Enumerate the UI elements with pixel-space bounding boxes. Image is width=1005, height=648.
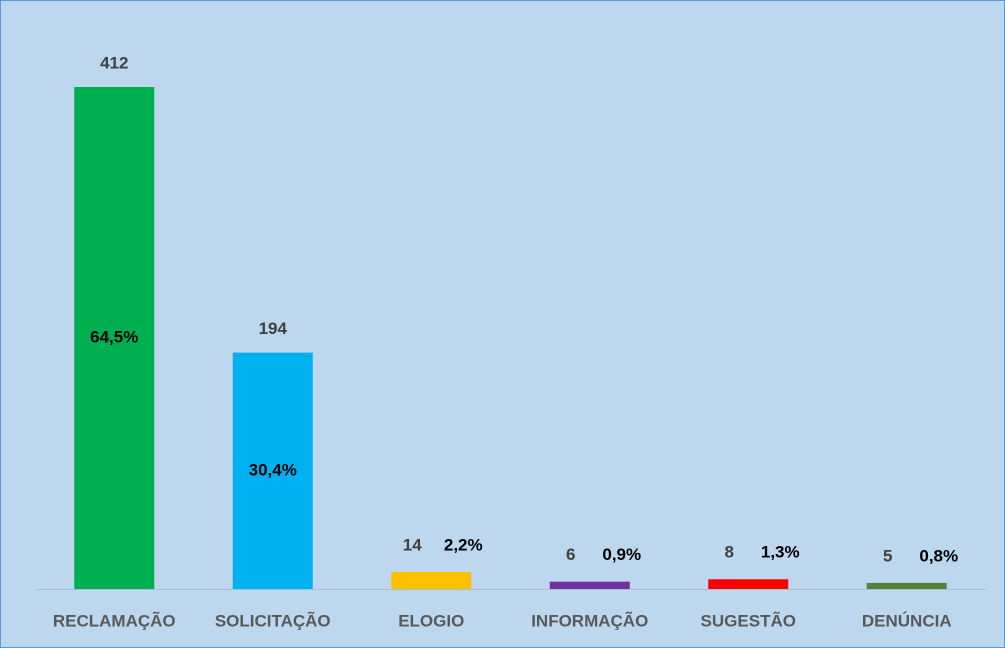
value-label: 14 xyxy=(403,535,422,554)
share-label: 0,8% xyxy=(919,546,958,565)
x-tick-label: RECLAMAÇÃO xyxy=(53,610,176,630)
bar xyxy=(549,581,630,589)
value-label: 8 xyxy=(725,543,734,562)
value-label: 5 xyxy=(883,546,892,565)
x-tick-label: SUGESTÃO xyxy=(701,610,796,630)
x-tick-label: ELOGIO xyxy=(398,611,464,630)
share-label: 1,3% xyxy=(761,543,800,562)
bar xyxy=(866,582,947,589)
x-tick-label: INFORMAÇÃO xyxy=(531,610,648,630)
share-label: 0,9% xyxy=(602,545,641,564)
bar xyxy=(708,579,789,589)
bar xyxy=(232,352,313,589)
value-label: 412 xyxy=(100,53,128,72)
share-label: 64,5% xyxy=(90,327,138,346)
share-label: 30,4% xyxy=(249,460,297,479)
share-label: 2,2% xyxy=(444,535,483,554)
x-tick-label: DENÚNCIA xyxy=(862,611,952,630)
bar xyxy=(74,87,155,589)
value-label: 6 xyxy=(566,545,575,564)
bar xyxy=(391,571,472,589)
value-label: 194 xyxy=(259,319,288,338)
x-tick-label: SOLICITAÇÃO xyxy=(215,610,331,630)
